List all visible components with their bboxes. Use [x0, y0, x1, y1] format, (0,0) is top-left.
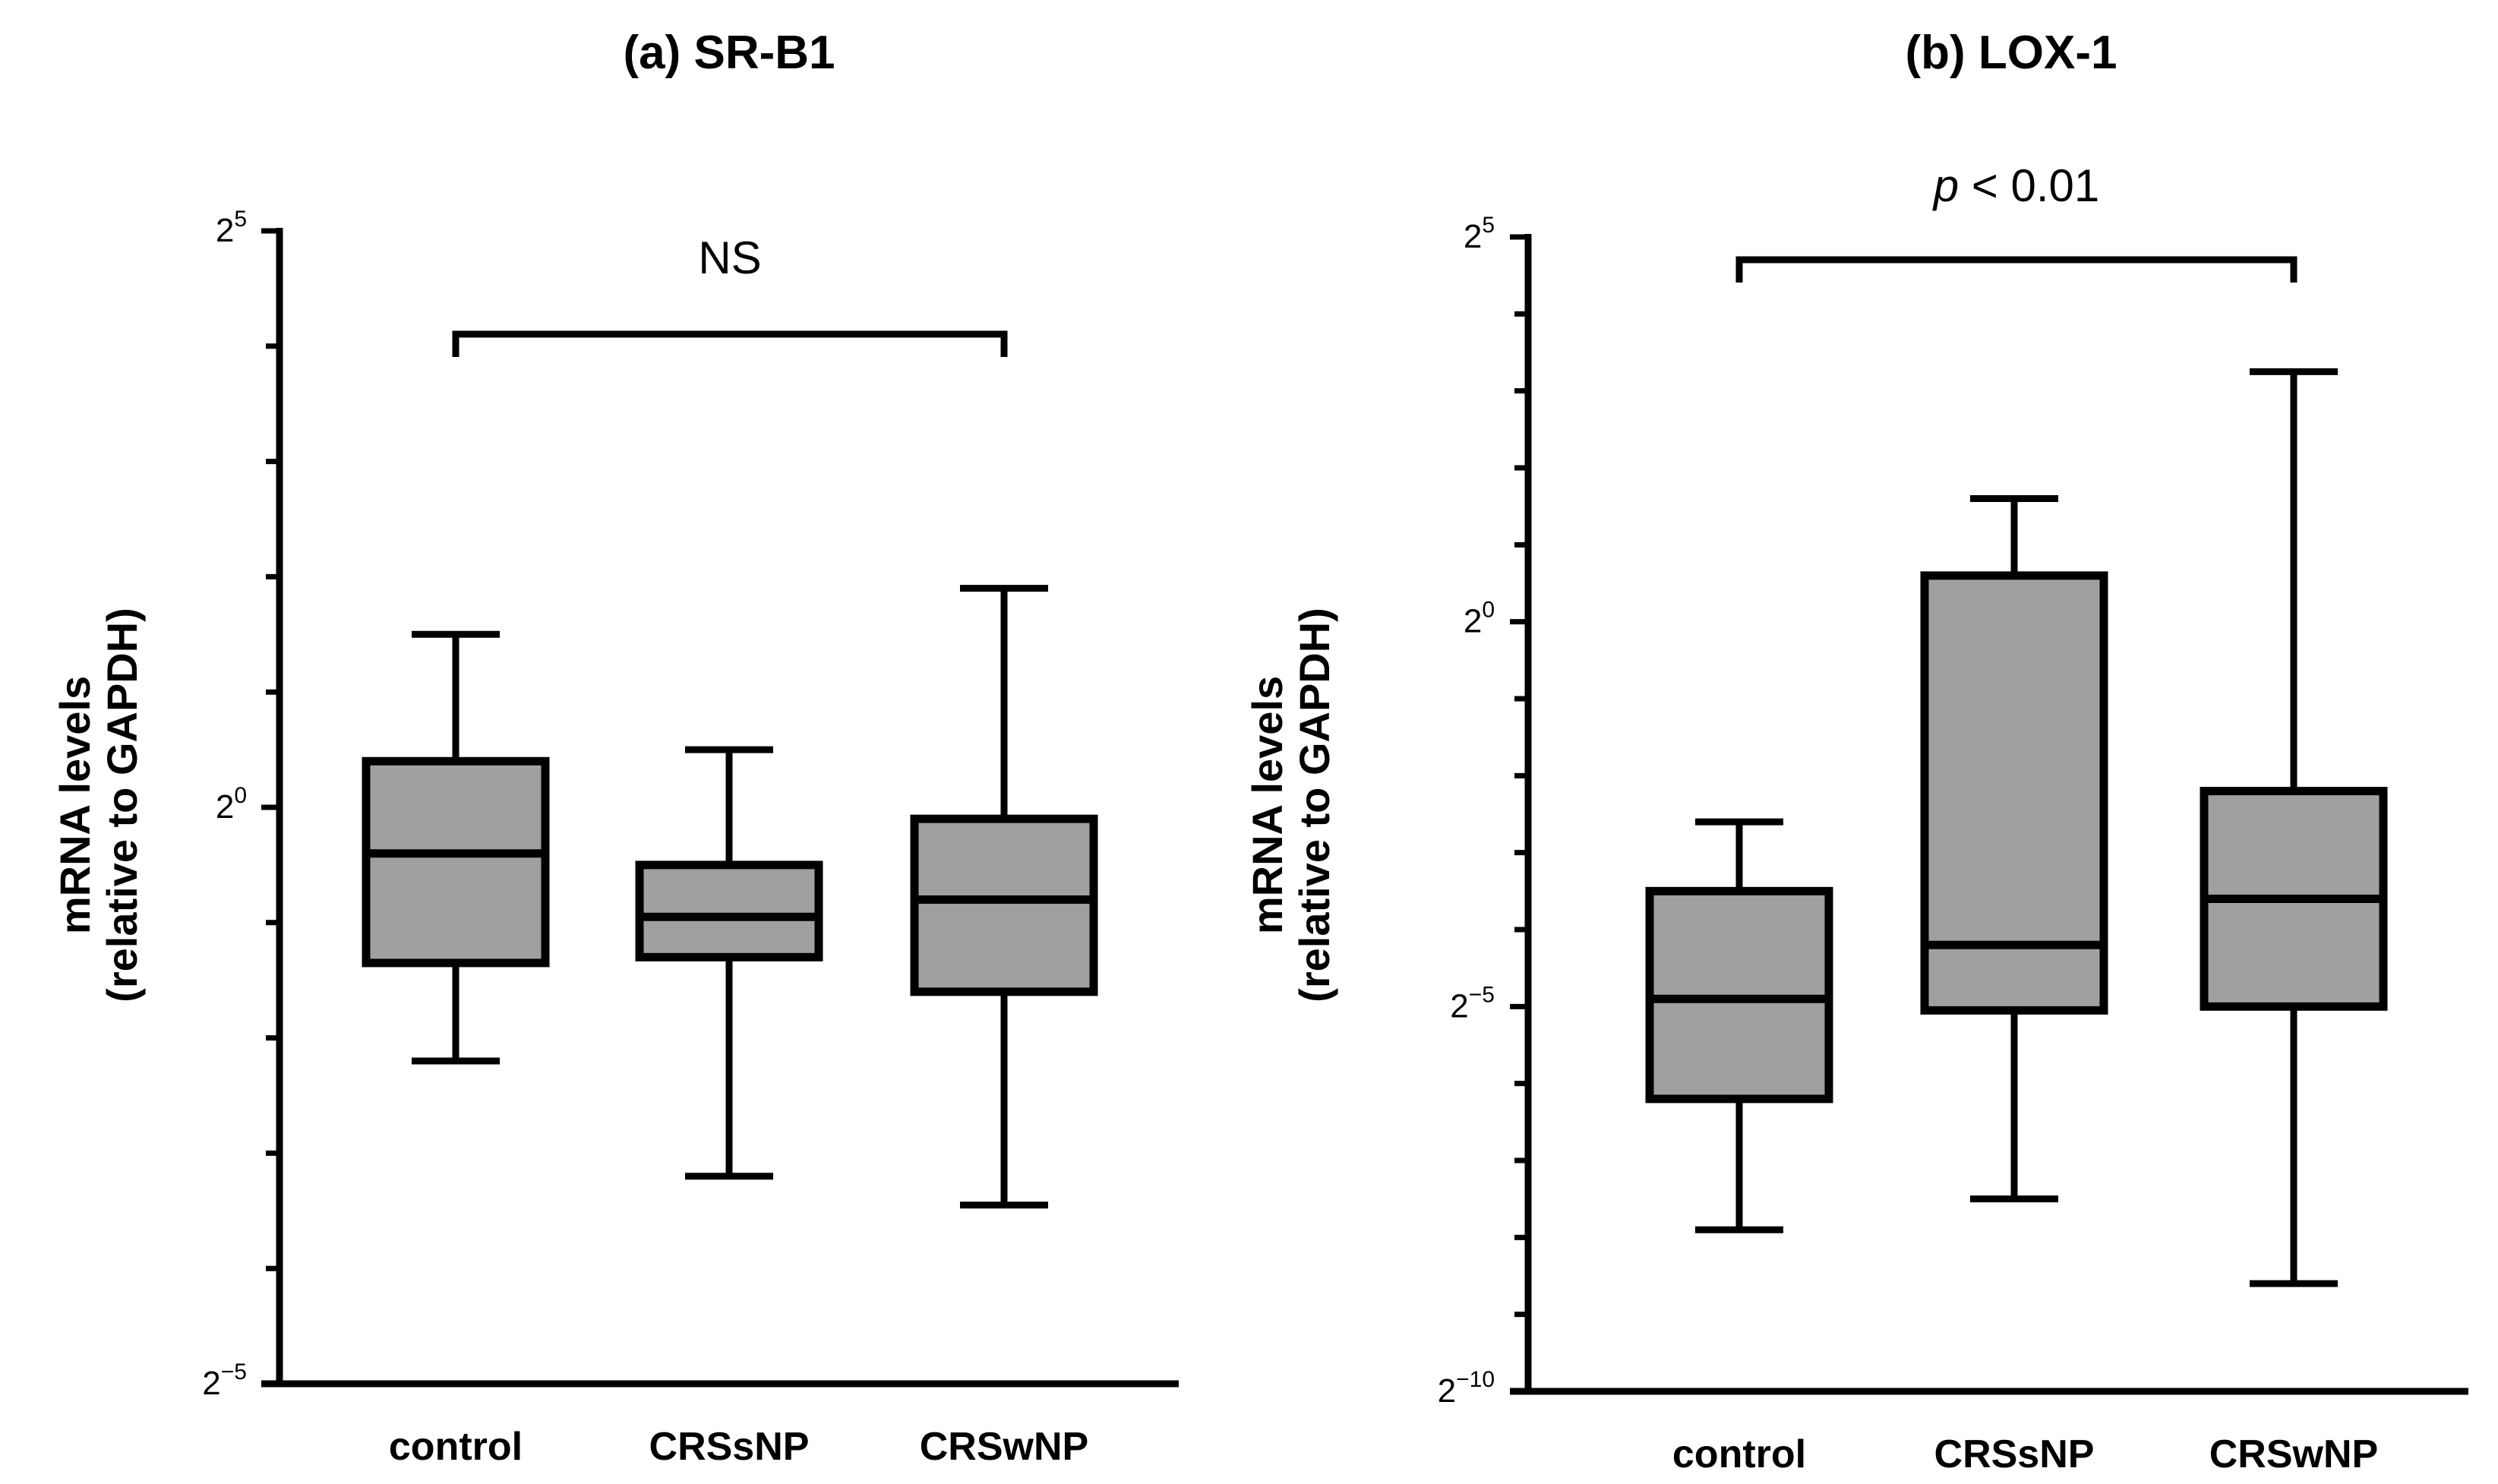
panel2-x-tick-label-crswnp: CRSwNP — [2209, 1432, 2378, 1476]
panel2-box-crssnp-iqr — [1920, 571, 2108, 1015]
panel1-x-tick-label-control: control — [389, 1425, 523, 1469]
panel-lox-1: (b) LOX-1 mRNA levels(relative to GAPDH) 2… — [1243, 27, 2468, 1476]
panel1-significance-bracket — [452, 330, 1008, 357]
panel2-y-tick-label: 2−10 — [1438, 1367, 1495, 1410]
panel1-box-crssnp-iqr — [635, 860, 823, 961]
panel2-box-crswnp — [2200, 368, 2388, 1287]
panel2-y-tick-label: 25 — [1464, 213, 1495, 255]
panel2-title: (b) LOX-1 — [1906, 27, 2117, 79]
panel2-x-tick-label-crssnp: CRSsNP — [1934, 1432, 2095, 1476]
panel1-y-tick-label: 2−5 — [202, 1359, 247, 1402]
panel2-y-label-line2: (relative to GAPDH) — [1290, 608, 1338, 1002]
panel-sr-b1: (a) SR-B1 mRNA levels(relative to GAPDH) 2… — [51, 27, 1179, 1469]
panel1-x-tick-label-crswnp: CRSwNP — [920, 1425, 1088, 1469]
panel2-x-tick-label-control: control — [1672, 1432, 1806, 1476]
panel1-y-tick-label: 20 — [216, 783, 247, 826]
panel2-box-control — [1645, 818, 1833, 1233]
panel1-y-label-line2: (relative to GAPDH) — [98, 608, 146, 1002]
panel2-y-tick-label: 20 — [1464, 598, 1495, 640]
panel1-significance-label: NS — [698, 232, 761, 283]
panel2-significance-bracket — [1735, 256, 2297, 283]
panel2-y-label-line1: mRNA levels — [1243, 676, 1291, 934]
panel2-y-axis-label: mRNA levels(relative to GAPDH) — [1243, 608, 1338, 1002]
panel1-y-tick-label: 25 — [216, 207, 247, 249]
panel1-box-crswnp — [910, 585, 1098, 1209]
panel1-y-axis-label: mRNA levels(relative to GAPDH) — [51, 608, 146, 1002]
panel2-significance-label: p < 0.01 — [1932, 160, 2100, 211]
panel1-box-control-iqr — [362, 756, 550, 968]
panel2-y-tick-label: 2−5 — [1450, 982, 1495, 1025]
panel1-box-crssnp — [635, 746, 823, 1180]
panel1-box-crswnp-iqr — [910, 814, 1098, 996]
panel2-box-crssnp — [1920, 495, 2108, 1203]
panel1-y-label-line1: mRNA levels — [51, 676, 99, 934]
panel1-title: (a) SR-B1 — [623, 27, 835, 79]
panel1-x-tick-label-crssnp: CRSsNP — [649, 1425, 810, 1469]
panel1-box-control — [362, 630, 550, 1065]
